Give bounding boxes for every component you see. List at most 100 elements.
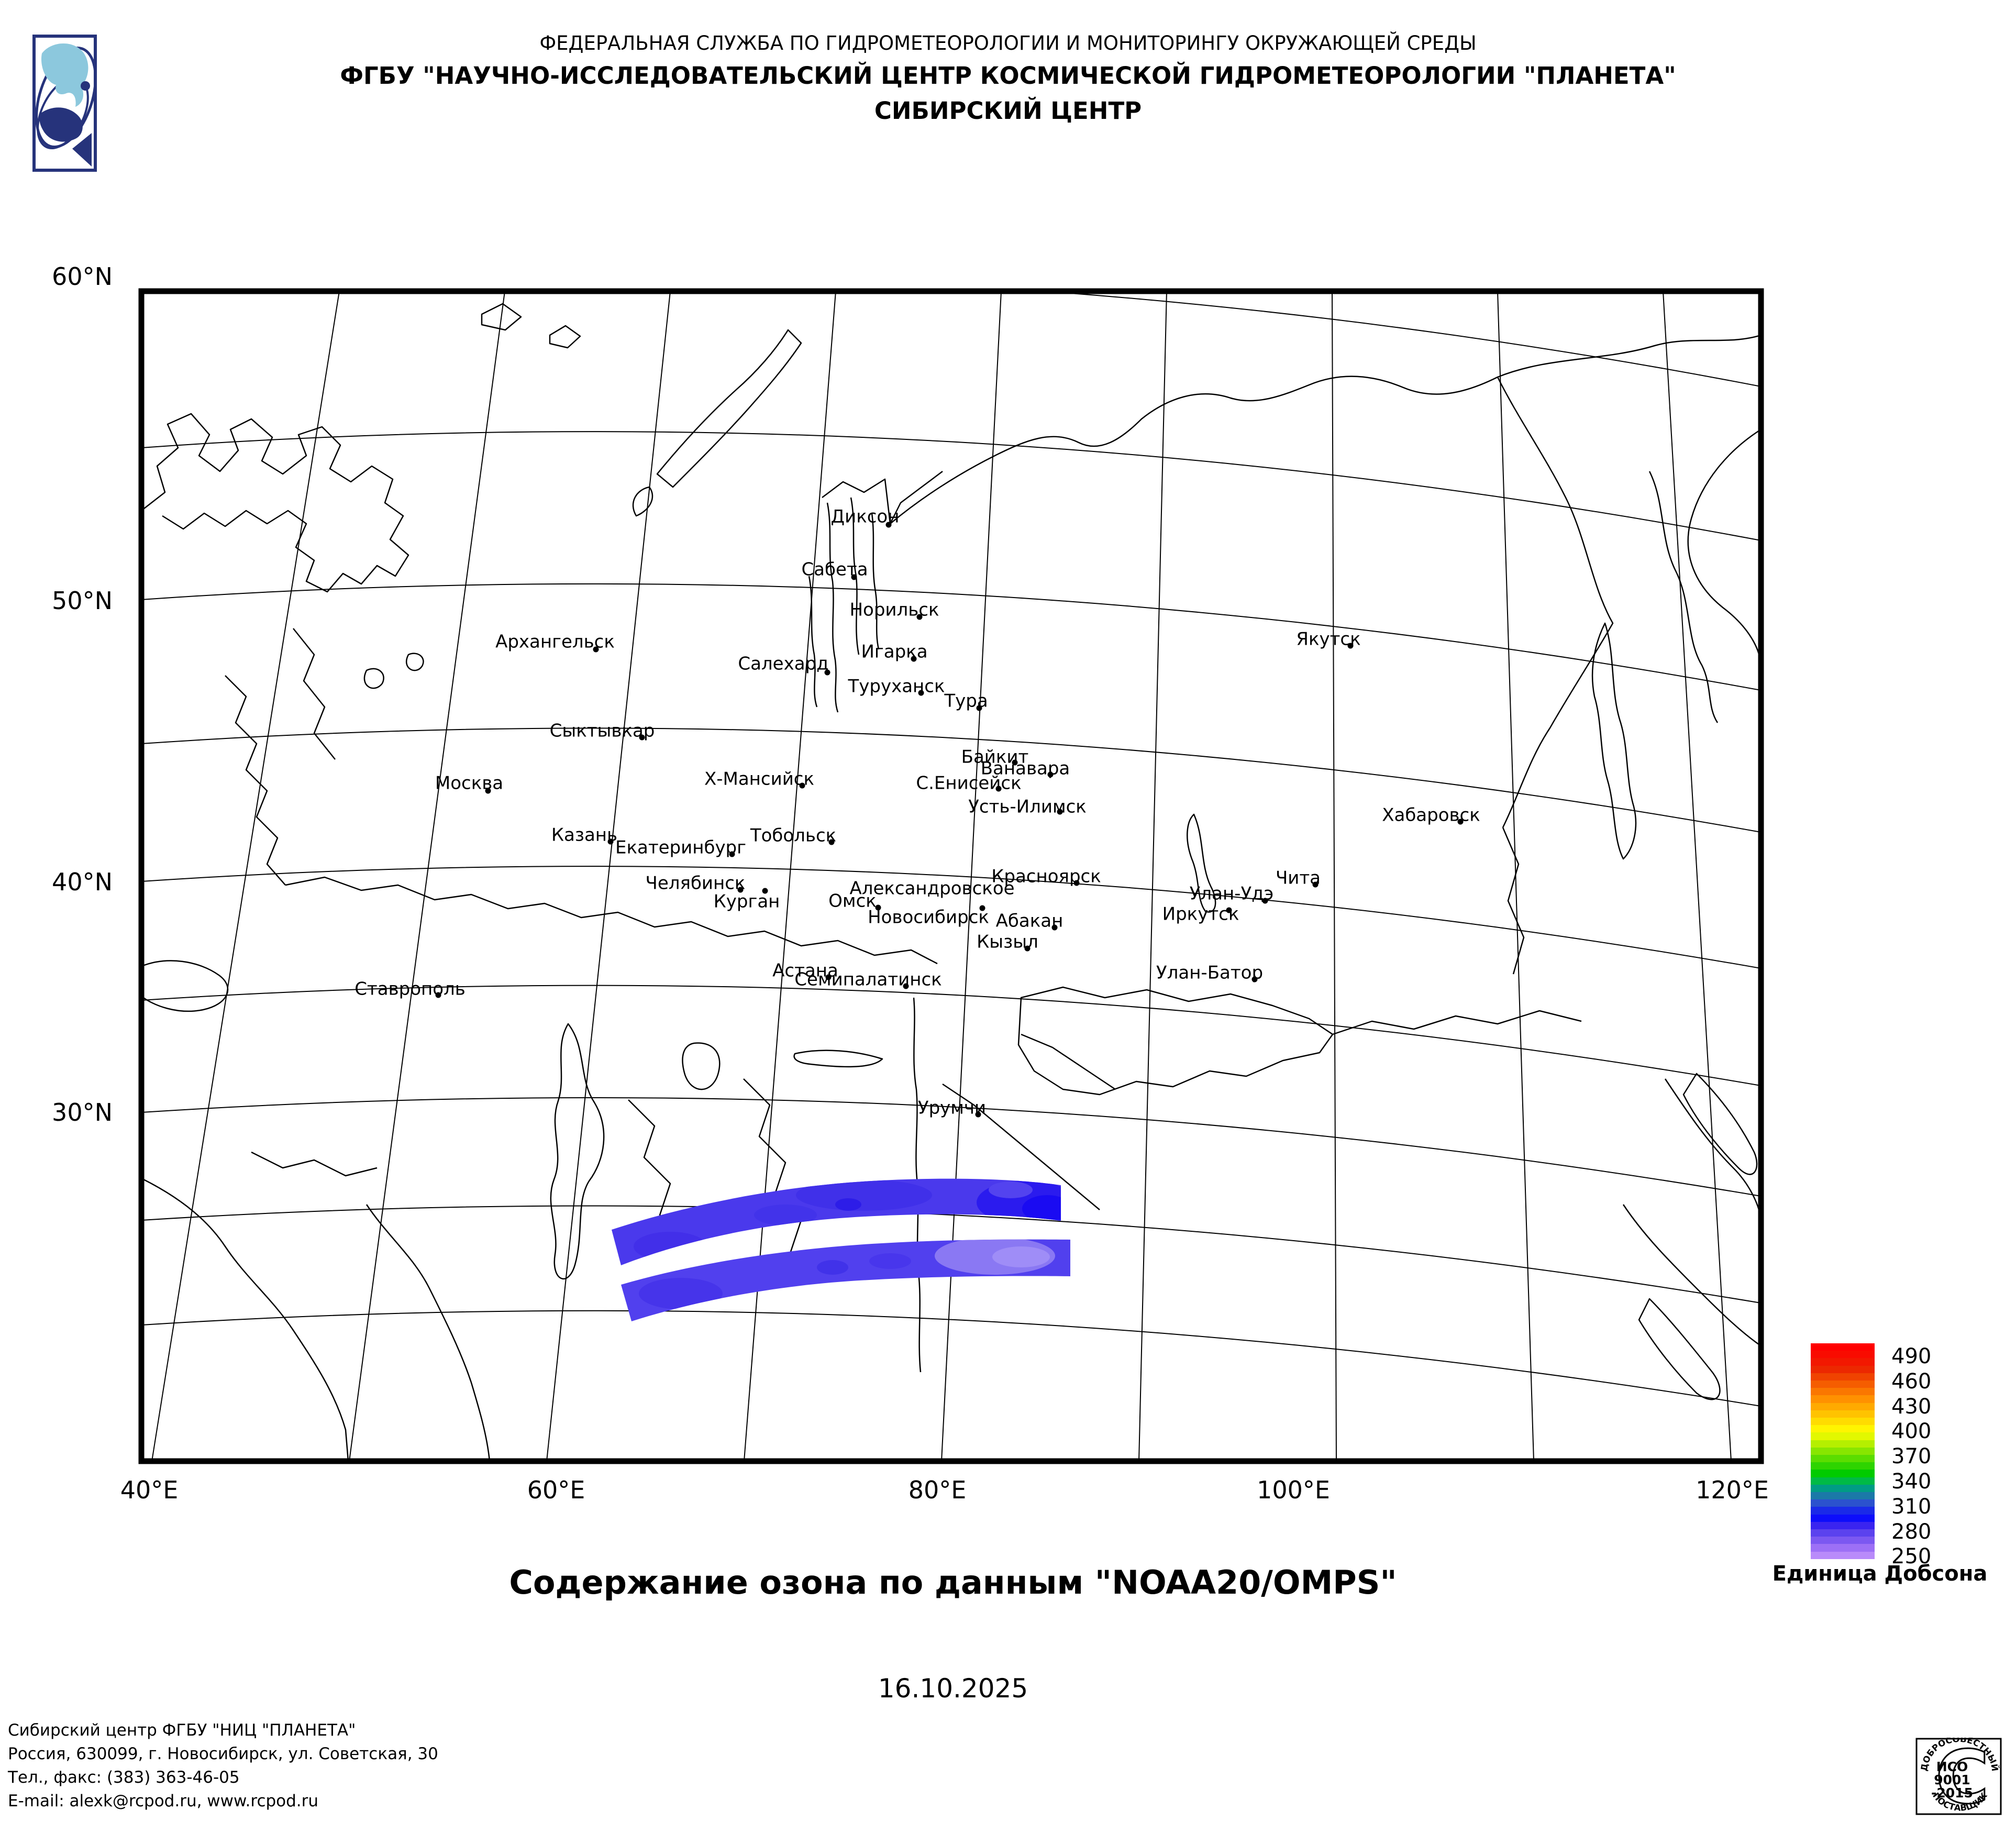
city-label: Челябинск	[646, 873, 746, 894]
lon-label: 100°E	[1257, 1476, 1330, 1504]
legend-tick-value: 460	[1891, 1369, 1932, 1394]
city-dot	[1051, 924, 1058, 931]
city-dot	[825, 974, 832, 980]
city-layer: ДиксонСабетаНорильскАрхангельскСалехардИ…	[355, 506, 1480, 1119]
lon-label: 120°E	[1696, 1476, 1769, 1504]
city-label: Екатеринбург	[615, 837, 746, 858]
legend-color-step	[1811, 1447, 1875, 1455]
logo-wave-shape	[39, 107, 83, 142]
city-label: Омск	[828, 891, 877, 912]
city-dot	[975, 1111, 981, 1118]
iso-standard-line: ИСО	[1936, 1759, 1968, 1774]
city-dot	[976, 705, 982, 711]
city-dot	[918, 690, 924, 696]
legend-color-step	[1811, 1551, 1875, 1559]
lon-label: 80°E	[908, 1476, 967, 1504]
legend-color-step	[1811, 1537, 1875, 1544]
city-label: Ставрополь	[355, 979, 466, 1000]
city-label: Москва	[435, 773, 503, 794]
legend-tick-labels: 490 460 430 400 370 340 310 280 250	[1891, 1343, 1975, 1569]
city-dot	[995, 786, 1002, 792]
city-label: С.Енисейск	[916, 773, 1021, 794]
city-label: Х-Мансийск	[704, 769, 814, 790]
city-dot	[1251, 976, 1258, 982]
iso-letter-c: C	[1935, 1738, 1989, 1815]
city-label: Салехард	[738, 654, 828, 675]
city-label: Норильск	[849, 600, 939, 621]
city-label: Улан-Батор	[1156, 963, 1263, 984]
city-label: Байкит	[961, 747, 1029, 768]
city-label: Новосибирск	[868, 907, 989, 928]
footer-contact-block: Сибирский центр ФГБУ "НИЦ "ПЛАНЕТА" Росси…	[8, 1719, 741, 1813]
city-label: Сабета	[801, 559, 868, 580]
logo-satellite-dot	[81, 81, 90, 91]
legend-color-step	[1811, 1507, 1875, 1515]
legend-color-step	[1811, 1425, 1875, 1433]
city-label: Иркутск	[1162, 904, 1239, 925]
legend-color-step	[1811, 1440, 1875, 1448]
legend-color-step	[1811, 1470, 1875, 1477]
city-label: Александровское	[849, 878, 1014, 899]
ozone-swath-upper-detail	[634, 1179, 1061, 1261]
city-dot	[1226, 907, 1232, 913]
city-label: Тобольск	[750, 825, 836, 846]
city-dot	[916, 614, 923, 620]
graticule-grid	[141, 291, 1761, 1461]
city-dot	[1012, 759, 1018, 766]
city-label: Казань	[551, 825, 617, 846]
footer-line: Россия, 630099, г. Новосибирск, ул. Сове…	[8, 1744, 438, 1763]
legend-tick-value: 310	[1891, 1494, 1932, 1519]
footer-line: E-mail: alexk@rcpod.ru, www.rcpod.ru	[8, 1792, 319, 1810]
ozone-swath-upper	[612, 1178, 1061, 1265]
legend-tick-value: 250	[1891, 1544, 1932, 1569]
city-dot	[911, 656, 917, 662]
city-dot	[762, 888, 768, 894]
legend-color-step	[1811, 1365, 1875, 1373]
legend-tick-value: 280	[1891, 1519, 1932, 1544]
header-agency-line: ФЕДЕРАЛЬНАЯ СЛУЖБА ПО ГИДРОМЕТЕОРОЛОГИИ …	[539, 32, 1477, 54]
legend-color-step	[1811, 1529, 1875, 1537]
legend-color-step	[1811, 1410, 1875, 1418]
city-dot	[1457, 819, 1464, 825]
city-dot	[435, 992, 441, 998]
iso-standard-line: -2015	[1931, 1785, 1973, 1801]
footer-line: Сибирский центр ФГБУ "НИЦ "ПЛАНЕТА"	[8, 1721, 356, 1740]
legend-colorbar	[1811, 1343, 1875, 1559]
city-label: Улан-Удэ	[1190, 884, 1274, 904]
legend-color-step	[1811, 1403, 1875, 1410]
legend-color-step	[1811, 1455, 1875, 1463]
ozone-swath-layer	[612, 1178, 1070, 1321]
header-branch-name: СИБИРСКИЙ ЦЕНТР	[874, 97, 1142, 125]
logo-triangle-shape	[72, 133, 92, 167]
city-dot	[729, 851, 735, 857]
city-label: Курган	[714, 891, 780, 912]
legend-tick-value: 430	[1891, 1394, 1932, 1419]
legend-tick-value: 370	[1891, 1444, 1932, 1469]
legend-color-step	[1811, 1418, 1875, 1426]
legend-color-step	[1811, 1432, 1875, 1440]
city-dot	[1024, 945, 1031, 952]
lat-label: 60°N	[52, 262, 113, 291]
city-dot	[1047, 771, 1054, 778]
city-label: Семипалатинск	[794, 969, 941, 990]
city-label: Красноярск	[991, 866, 1101, 887]
legend-color-step	[1811, 1358, 1875, 1366]
city-dot	[485, 788, 491, 794]
city-dot	[799, 782, 805, 789]
legend-color-step	[1811, 1477, 1875, 1485]
lat-label: 40°N	[52, 868, 113, 896]
city-dot	[607, 838, 614, 845]
city-label: Урумчи	[918, 1098, 986, 1119]
legend-color-step	[1811, 1388, 1875, 1396]
lon-label: 60°E	[527, 1476, 585, 1504]
iso-standard-line: 9001	[1934, 1772, 1970, 1787]
city-label: Ванавара	[981, 758, 1070, 779]
planeta-logo-icon	[32, 35, 97, 172]
city-label: Игарка	[861, 642, 927, 662]
lat-label: 50°N	[52, 587, 113, 615]
city-dot	[851, 574, 857, 580]
city-dot	[593, 646, 599, 653]
city-label: Туруханск	[847, 676, 945, 697]
city-dot	[1347, 643, 1354, 649]
